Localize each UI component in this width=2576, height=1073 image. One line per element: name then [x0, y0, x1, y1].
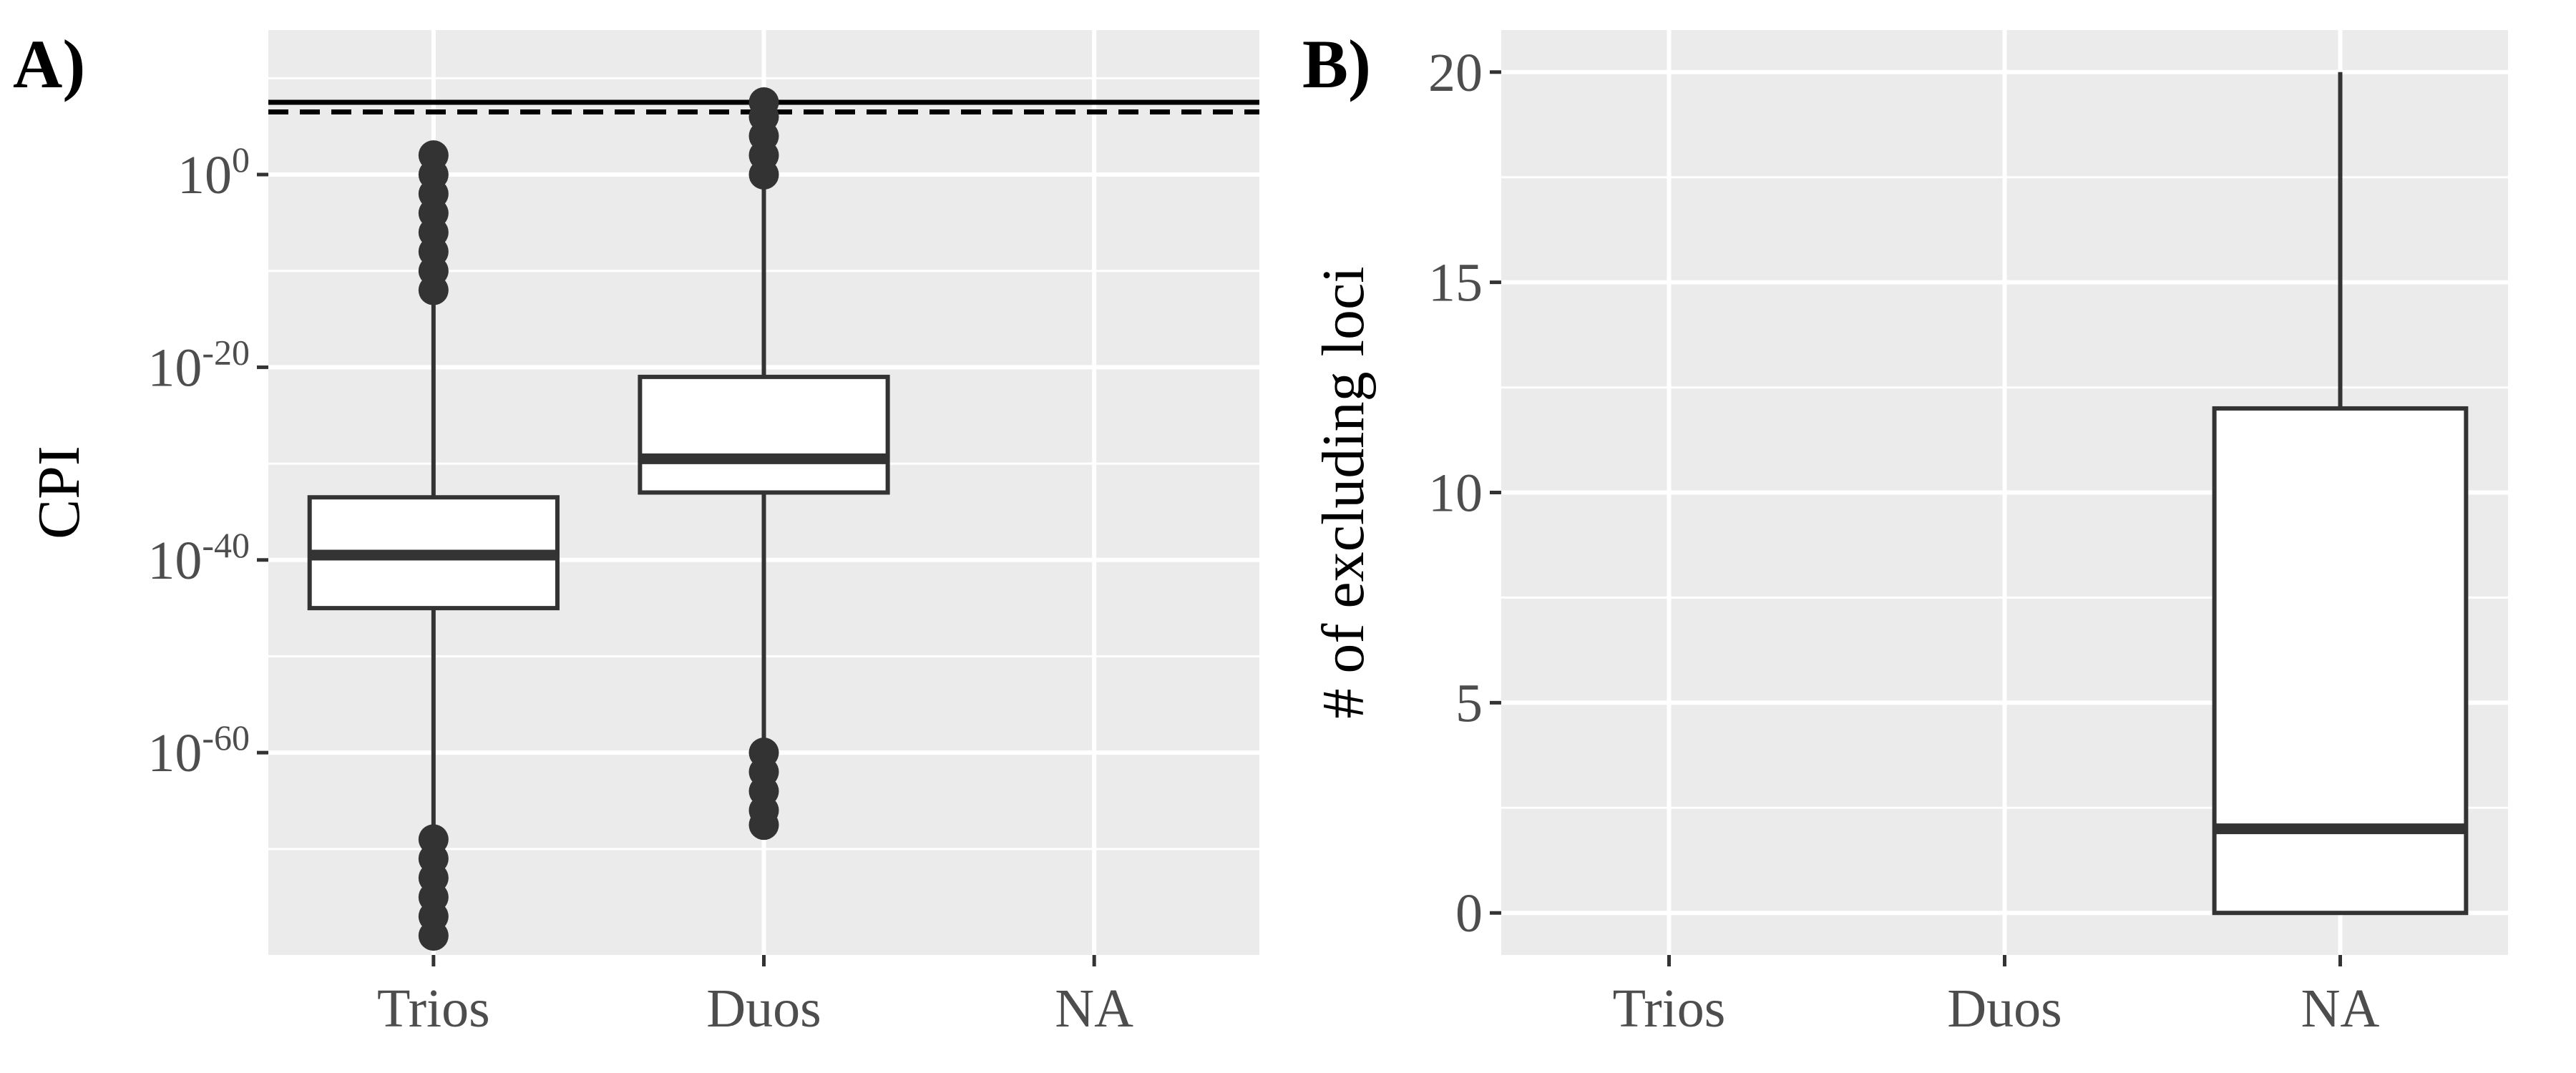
outlier-point [418, 140, 449, 171]
x-tick-label: Trios [377, 979, 490, 1039]
y-tick-label: 10 [1428, 464, 1483, 524]
outlier-point [748, 87, 779, 118]
panel-a: 10-60 10-40 10-20 100 Trios Duos NA CPI A) [13, 26, 1259, 1039]
x-tick-label: NA [1055, 979, 1133, 1039]
x-tick-label: NA [2301, 979, 2380, 1039]
y-tick-label: 100 [177, 139, 250, 205]
y-axis-title: # of excluding loci [1310, 266, 1377, 718]
y-tick-label: 10-20 [147, 332, 250, 398]
y-tick-label: 10-60 [147, 717, 250, 783]
y-axis-title: CPI [26, 446, 92, 539]
panel-label: B) [1302, 26, 1371, 102]
box-iqr [638, 374, 890, 495]
outlier-point [748, 810, 779, 841]
y-tick-label: 0 [1455, 883, 1483, 944]
x-tick-label: Duos [1947, 979, 2062, 1039]
box-iqr [2212, 406, 2469, 916]
y-tick-label: 5 [1455, 673, 1483, 733]
box-trios [307, 140, 560, 951]
x-tick-label: Duos [706, 979, 821, 1039]
panel-b: 0 5 10 15 20 Trios Duos NA # of excluding loci B) [1302, 26, 2508, 1039]
y-tick-label: 15 [1428, 253, 1483, 313]
outlier-point [418, 921, 449, 951]
x-tick-label: Trios [1613, 979, 1726, 1039]
box-na [2212, 72, 2469, 916]
box-duos [638, 87, 890, 841]
y-tick-label: 20 [1428, 43, 1483, 103]
panel-label: A) [13, 26, 85, 102]
y-tick-label: 10-40 [147, 525, 250, 591]
